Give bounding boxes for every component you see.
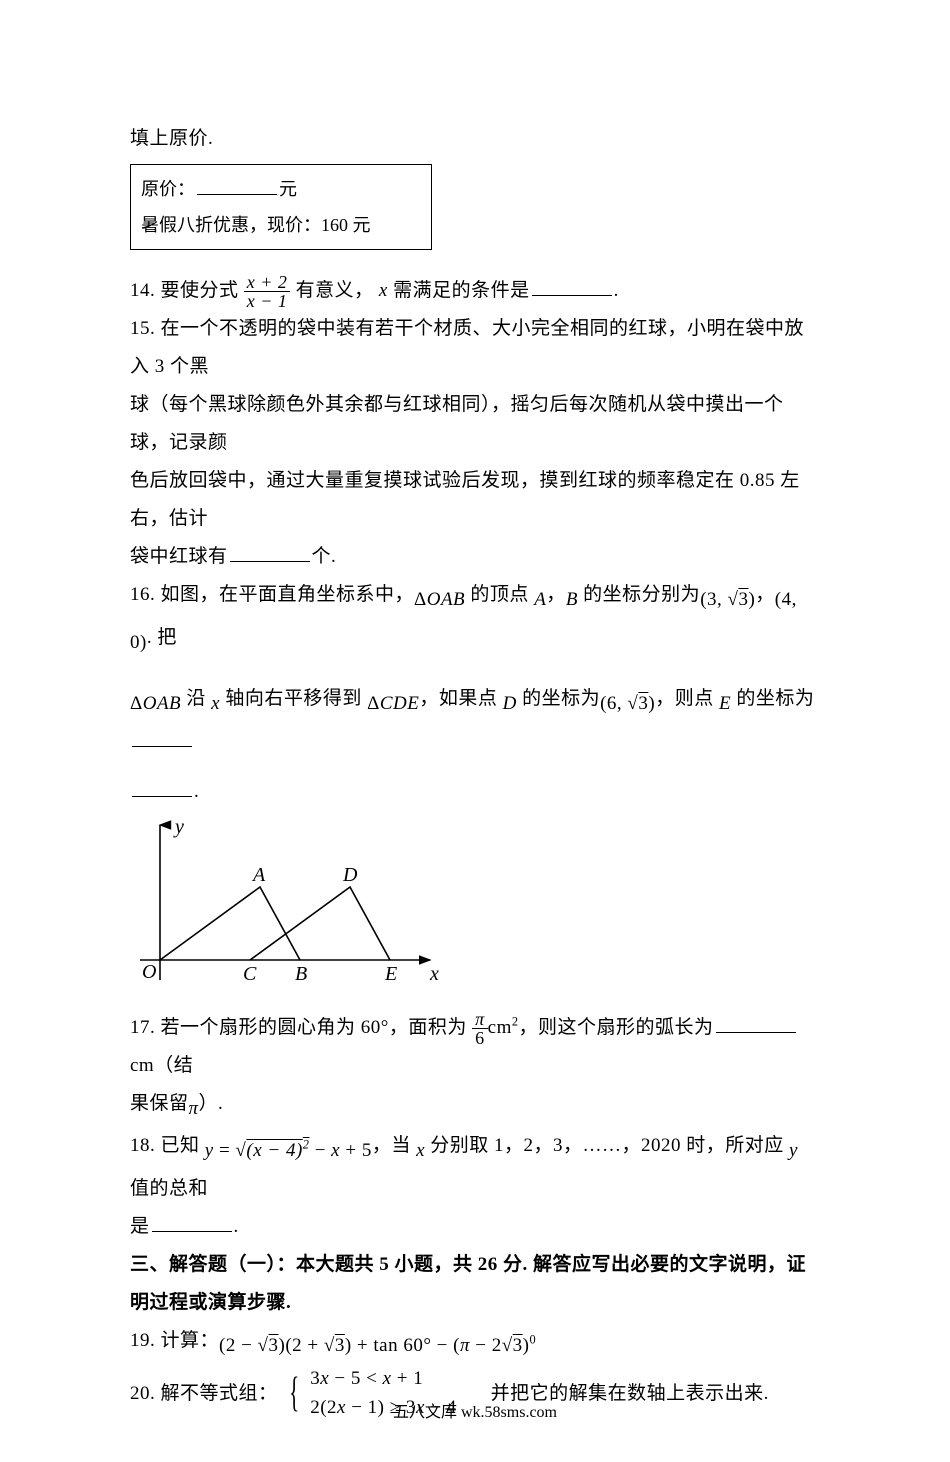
q18-mid: ，当 bbox=[372, 1135, 416, 1156]
q13-price-box: 原价： 元 暑假八折优惠，现价：160 元 bbox=[130, 164, 432, 250]
q19-pre: 19. 计算： bbox=[130, 1330, 219, 1351]
q15-line1: 15. 在一个不透明的袋中装有若干个材质、大小完全相同的红球，小明在袋中放入 3… bbox=[130, 310, 820, 386]
q18-expr: y = √(x − 4)2 − x + 5 bbox=[205, 1140, 372, 1161]
q16-l2-mid3: ，如果点 bbox=[419, 688, 502, 709]
q18-mid2: 分别取 1，2，3，……，2020 时，所对应 bbox=[425, 1135, 789, 1156]
q14-blank bbox=[532, 278, 612, 296]
q16-l2-suf: . bbox=[194, 781, 199, 802]
q16-tri2: ΔCDE bbox=[367, 693, 419, 714]
q13-original-price-blank bbox=[197, 178, 277, 195]
q16-label-B: B bbox=[295, 963, 307, 985]
q16-l2-mid1: 沿 bbox=[181, 688, 211, 709]
q16-comma1: ， bbox=[546, 584, 566, 605]
q16-comma2: ， bbox=[755, 584, 775, 605]
q20-ineq1: 3x − 5 < x + 1 bbox=[310, 1365, 456, 1394]
q16-label-y: y bbox=[173, 816, 184, 838]
q16-ptD: (6, √3) bbox=[600, 693, 655, 714]
q19: 19. 计算：(2 − √3)(2 + √3) + tan 60° − (π −… bbox=[130, 1322, 820, 1365]
q18-blank bbox=[152, 1214, 232, 1232]
q16-A: A bbox=[534, 589, 546, 610]
q16-B: B bbox=[566, 589, 578, 610]
q16-tri1: ΔOAB bbox=[414, 589, 465, 610]
q18-line2-suf: . bbox=[234, 1216, 239, 1237]
q16-l2-mid5: ，则点 bbox=[655, 688, 719, 709]
q16-label-x: x bbox=[429, 963, 439, 985]
q16-D: D bbox=[503, 693, 517, 714]
q18-x: x bbox=[416, 1140, 425, 1161]
q16-line3: . bbox=[130, 773, 820, 811]
q16-triangle-oab bbox=[160, 887, 300, 960]
q15-line3: 色后放回袋中，通过大量重复摸球试验后发现，摸到红球的频率稳定在 0.85 左右，… bbox=[130, 462, 820, 538]
q16-l1-mid2: 的坐标分别为 bbox=[578, 584, 700, 605]
q14-frac-den: x − 1 bbox=[244, 292, 291, 310]
q16-l1-pre: 16. 如图，在平面直角坐标系中， bbox=[130, 584, 414, 605]
q16-figure: y x O A D C B E bbox=[130, 815, 820, 995]
q14-pre: 14. 要使分式 bbox=[130, 280, 239, 301]
q16-label-E: E bbox=[384, 963, 397, 985]
q17-frac-den: 6 bbox=[472, 1029, 488, 1047]
section3-heading: 三、解答题（一）：本大题共 5 小题，共 26 分. 解答应写出必要的文字说明，… bbox=[130, 1246, 820, 1322]
q16-E: E bbox=[719, 693, 731, 714]
q17-line2: 果保留π）. bbox=[130, 1085, 820, 1128]
q16-line1: 16. 如图，在平面直角坐标系中，ΔOAB 的顶点 A，B 的坐标分别为(3, … bbox=[130, 576, 820, 662]
q15-blank bbox=[230, 544, 310, 562]
q17-blank bbox=[716, 1014, 796, 1032]
q16-l2-mid2: 轴向右平移得到 bbox=[220, 688, 367, 709]
page: 填上原价. 原价： 元 暑假八折优惠，现价：160 元 14. 要使分式 x + … bbox=[0, 0, 950, 1462]
q14: 14. 要使分式 x + 2 x − 1 有意义， x 需满足的条件是. bbox=[130, 272, 820, 310]
q16-label-A: A bbox=[251, 864, 266, 886]
q16-line2: ΔOAB 沿 x 轴向右平移得到 ΔCDE，如果点 D 的坐标为(6, √3)，… bbox=[130, 680, 820, 761]
q15-line2: 球（每个黑球除颜色外其余都与红球相同），摇匀后每次随机从袋中摸出一个球，记录颜 bbox=[130, 386, 820, 462]
q16-triangle-cde bbox=[250, 887, 390, 960]
q14-frac-num: x + 2 bbox=[244, 273, 291, 292]
q17-mid: ，则这个扇形的弧长为 bbox=[519, 1017, 714, 1038]
q16-label-D: D bbox=[342, 864, 358, 886]
q18-pre: 18. 已知 bbox=[130, 1135, 205, 1156]
q18-line1: 18. 已知 y = √(x − 4)2 − x + 5，当 x 分别取 1，2… bbox=[130, 1127, 820, 1208]
q16-l2-mid6: 的坐标为 bbox=[731, 688, 814, 709]
q18-mid3: 值的总和 bbox=[130, 1178, 208, 1199]
q13-box-line2: 暑假八折优惠，现价：160 元 bbox=[141, 207, 421, 243]
q16-l2-mid4: 的坐标为 bbox=[517, 688, 600, 709]
q16-label-C: C bbox=[243, 963, 257, 985]
q18-line2-pre: 是 bbox=[130, 1216, 150, 1237]
q17-line2-suf: ）. bbox=[199, 1093, 224, 1114]
q17-unit: cm bbox=[488, 1017, 512, 1038]
page-footer: 五八文库 wk.58sms.com bbox=[0, 1398, 950, 1422]
q13-box-line1-pre: 原价： bbox=[141, 179, 195, 199]
q17-line2-pre: 果保留 bbox=[130, 1093, 189, 1114]
q16-xaxis: x bbox=[211, 693, 220, 714]
q14-mid: 有意义， bbox=[296, 280, 374, 301]
q13-intro: 填上原价. bbox=[130, 120, 820, 158]
q17-pre: 17. 若一个扇形的圆心角为 60°，面积为 bbox=[130, 1017, 467, 1038]
q17-line1: 17. 若一个扇形的圆心角为 60°，面积为 π 6 cm2，则这个扇形的弧长为… bbox=[130, 1009, 820, 1085]
q14-post-pre: 需满足的条件是 bbox=[393, 280, 530, 301]
q15-line4: 袋中红球有 个. bbox=[130, 538, 820, 576]
q16-blank2 bbox=[132, 778, 192, 796]
q15-line4-suf: 个. bbox=[312, 546, 337, 567]
q16-l1-mid1: 的顶点 bbox=[465, 584, 534, 605]
q17-exp: 2 bbox=[512, 1014, 519, 1028]
q17-unit2: cm（结 bbox=[130, 1055, 193, 1076]
q16-l1-suf: . 把 bbox=[147, 627, 177, 648]
q16-pt1: (3, √3) bbox=[700, 589, 755, 610]
q13-box-line1: 原价： 元 bbox=[141, 171, 421, 207]
q13-box-line1-unit: 元 bbox=[279, 179, 297, 199]
q18-line2: 是. bbox=[130, 1208, 820, 1246]
q17-frac-num: π bbox=[472, 1010, 488, 1029]
q14-x: x bbox=[374, 280, 393, 301]
q16-tri1b: ΔOAB bbox=[130, 693, 181, 714]
q17-fraction: π 6 bbox=[472, 1010, 488, 1047]
q16-label-O: O bbox=[142, 961, 156, 983]
q17-pi: π bbox=[189, 1097, 199, 1118]
q15-line4-pre: 袋中红球有 bbox=[130, 546, 228, 567]
q14-fraction: x + 2 x − 1 bbox=[244, 273, 291, 310]
q16-svg: y x O A D C B E bbox=[130, 815, 450, 990]
q18-y: y bbox=[789, 1140, 798, 1161]
q14-post-suf: . bbox=[614, 280, 619, 301]
q16-blank1 bbox=[132, 728, 192, 746]
